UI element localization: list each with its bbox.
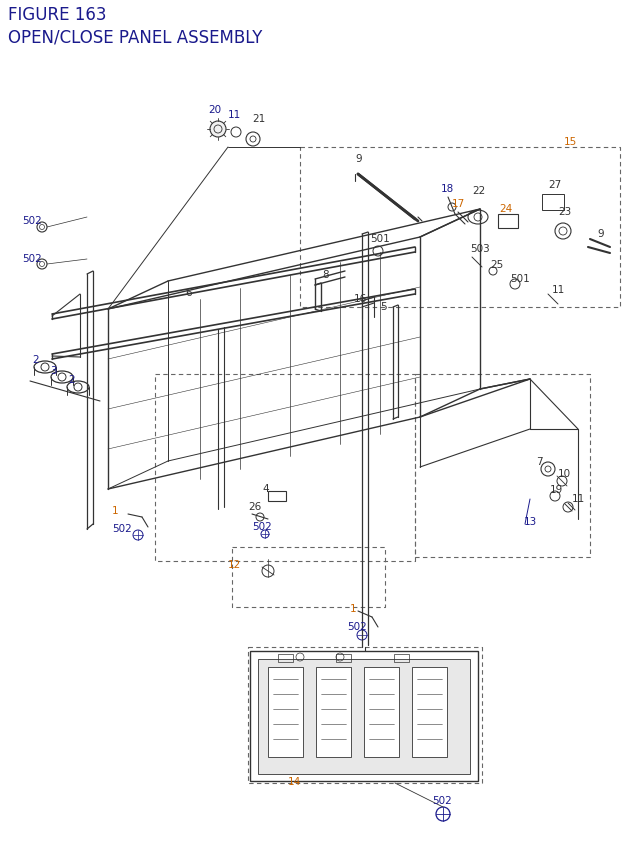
Text: 502: 502 [112,523,132,533]
Text: 502: 502 [22,216,42,226]
Text: OPEN/CLOSE PANEL ASSEMBLY: OPEN/CLOSE PANEL ASSEMBLY [8,28,262,46]
Bar [250,651,478,781]
Text: 9: 9 [597,229,604,238]
Bar [364,667,399,757]
Text: 502: 502 [22,254,42,263]
Text: 22: 22 [472,186,485,195]
Text: FIGURE 163: FIGURE 163 [8,6,106,24]
Text: 3: 3 [50,366,56,375]
Text: 15: 15 [564,137,577,147]
Text: 4: 4 [262,483,269,493]
Bar [268,667,303,757]
Text: 26: 26 [248,501,261,511]
Text: 501: 501 [510,274,530,283]
Text: 2: 2 [32,355,38,364]
Text: 7: 7 [536,456,543,467]
Text: 503: 503 [470,244,490,254]
Bar [394,654,409,662]
Text: 9: 9 [355,154,362,164]
Text: 12: 12 [228,560,241,569]
Text: 16: 16 [354,294,367,304]
Text: 1: 1 [350,604,356,613]
Text: 6: 6 [185,288,191,298]
Bar [258,660,470,774]
Text: 8: 8 [322,269,328,280]
Text: 2: 2 [68,375,75,385]
Text: 21: 21 [252,114,265,124]
Bar [278,654,293,662]
Bar [336,654,351,662]
Text: 5: 5 [380,301,387,312]
Text: 502: 502 [252,522,272,531]
Text: 24: 24 [499,204,512,214]
Circle shape [210,122,226,138]
Text: 11: 11 [552,285,565,294]
Text: 27: 27 [548,180,561,189]
Text: 19: 19 [550,485,563,494]
Bar [412,667,447,757]
Text: 25: 25 [490,260,503,269]
Text: 13: 13 [524,517,537,526]
Text: 502: 502 [432,795,452,805]
Text: 11: 11 [572,493,585,504]
Text: 11: 11 [228,110,241,120]
Text: 502: 502 [347,622,367,631]
Text: 18: 18 [441,183,454,194]
Text: 10: 10 [558,468,571,479]
Text: 14: 14 [288,776,301,786]
Text: 1: 1 [112,505,118,516]
Text: 20: 20 [208,105,221,115]
Bar [316,667,351,757]
Text: 17: 17 [452,199,465,208]
Text: 501: 501 [370,233,390,244]
Text: 23: 23 [558,207,572,217]
